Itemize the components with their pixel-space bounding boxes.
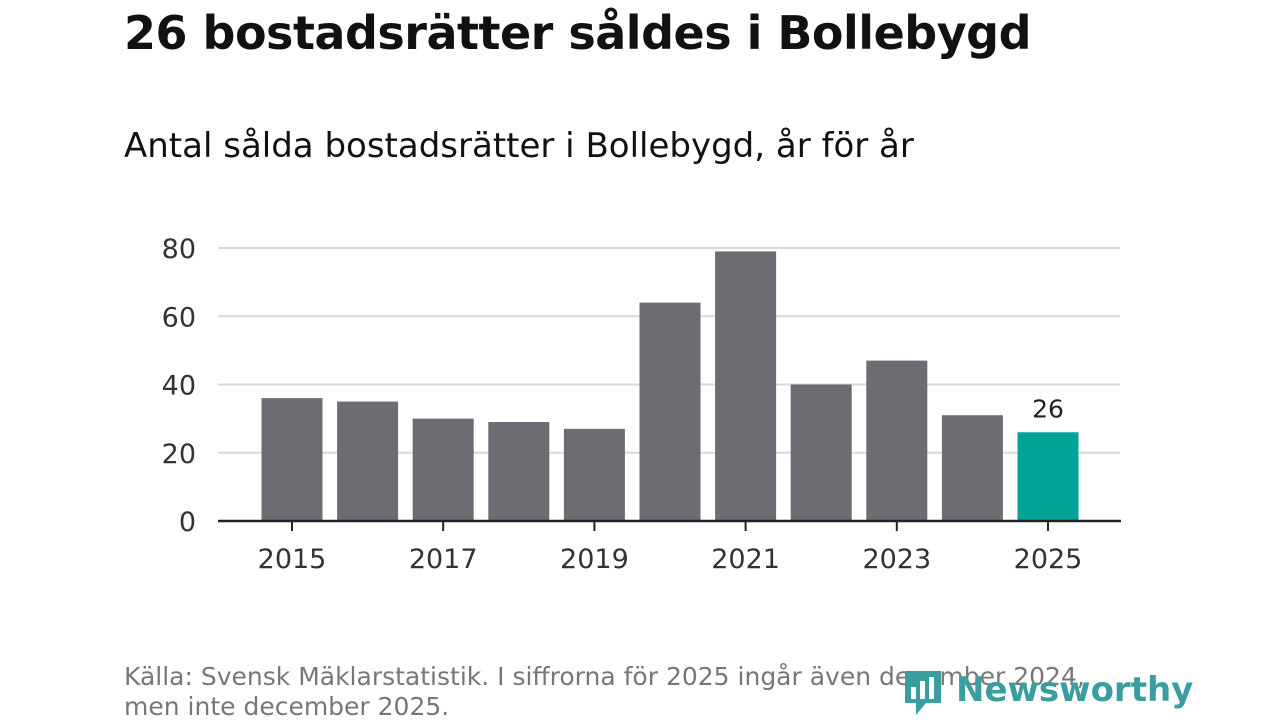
y-tick-label-20: 20 bbox=[162, 439, 196, 470]
bar-chart: 0 20 40 60 80 26 2015 2017 2019 2021 2023 2025 bbox=[162, 234, 1121, 575]
bar-2015 bbox=[261, 398, 323, 521]
y-tick-label-0: 0 bbox=[179, 507, 196, 538]
newsworthy-logo: Newsworthy bbox=[902, 668, 1193, 720]
y-tick-label-40: 40 bbox=[162, 371, 196, 402]
bar-2022 bbox=[790, 384, 852, 521]
bar-2017 bbox=[412, 418, 474, 521]
x-tick-label-2015: 2015 bbox=[258, 544, 327, 575]
x-tick-label-2021: 2021 bbox=[711, 544, 780, 575]
x-tick-label-2017: 2017 bbox=[409, 544, 478, 575]
y-tick-label-60: 60 bbox=[162, 302, 196, 333]
bar-2020 bbox=[639, 302, 701, 521]
bar-2024 bbox=[941, 415, 1003, 521]
bar-2025 bbox=[1017, 432, 1079, 521]
bar-2023 bbox=[866, 360, 928, 521]
x-tick-label-2023: 2023 bbox=[862, 544, 931, 575]
bar-2019 bbox=[563, 428, 625, 521]
bar-2016 bbox=[337, 401, 399, 521]
data-label-2025: 26 bbox=[1032, 394, 1064, 423]
chart-title: 26 bostadsrätter såldes i Bollebygd bbox=[124, 6, 1032, 60]
y-tick-label-80: 80 bbox=[162, 234, 196, 265]
chart-subtitle: Antal sålda bostadsrätter i Bollebygd, å… bbox=[124, 126, 914, 166]
x-tick-label-2019: 2019 bbox=[560, 544, 629, 575]
newsworthy-logo-icon bbox=[905, 671, 941, 715]
bar-2018 bbox=[488, 422, 550, 521]
x-tick-label-2025: 2025 bbox=[1014, 544, 1083, 575]
brand-name: Newsworthy bbox=[956, 670, 1194, 710]
bar-2021 bbox=[715, 251, 777, 521]
